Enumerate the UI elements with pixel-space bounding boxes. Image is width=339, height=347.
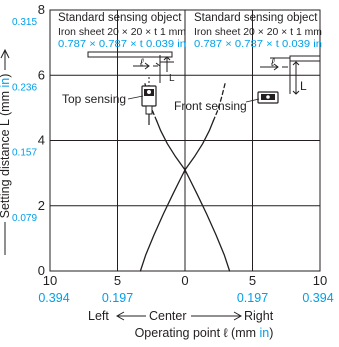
y-tick-label: 2	[38, 198, 45, 213]
y-tick-label: 6	[38, 67, 45, 82]
right-panel-title: Standard sensing object	[194, 12, 318, 24]
grid	[49, 9, 321, 272]
direction-labels: Left Center Right	[88, 309, 274, 323]
y-tick-label-inch: 0.315	[12, 17, 37, 28]
y-axis-title-close: )	[0, 74, 12, 78]
right-panel-line-in: 0.787 × 0.787 × t 0.039 in	[194, 38, 322, 50]
right-l-symbol: ℓ	[270, 57, 275, 69]
x-tick-label-inch: 0.197	[237, 291, 268, 305]
x-tick-label: 10	[43, 273, 57, 288]
x-tick-label: 5	[249, 273, 256, 288]
x-axis-title-close: )	[269, 326, 273, 340]
left-object-sketch	[87, 51, 174, 83]
top-sensing-label: Top sensing	[62, 92, 126, 106]
series-line	[184, 169, 231, 272]
x-axis-title-main: Operating point ℓ (mm	[135, 326, 260, 340]
curves	[139, 81, 231, 272]
x-tick-label-inch: 0.197	[102, 291, 133, 305]
series-line	[156, 120, 186, 171]
y-axis-title-main: Setting distance L (mm	[0, 88, 12, 219]
annotation-top-sensing: Standard sensing object Iron sheet 20 × …	[58, 12, 186, 125]
x-tick-label: 10	[313, 273, 327, 288]
series-line	[139, 169, 186, 272]
x-tick-label-inch: 0.394	[302, 291, 333, 305]
x-tick-label: 5	[114, 273, 121, 288]
top-sensor-icon	[141, 77, 157, 125]
y-axis-title: Setting distance L (mm in)	[0, 48, 12, 255]
series-line	[184, 120, 214, 171]
y-tick-label-inch: 0.157	[12, 148, 37, 159]
x-axis-title: Operating point ℓ (mm in)	[135, 326, 274, 340]
y-tick-label-inch: 0.236	[12, 82, 37, 93]
y-tick-label: 4	[38, 133, 45, 148]
front-sensor-icon	[257, 91, 279, 104]
y-tick-label: 0	[38, 263, 45, 278]
series-line	[212, 81, 227, 122]
direction-left: Left	[88, 309, 109, 323]
left-l-symbol: ℓ	[139, 57, 144, 69]
tick-labels: 0 20.079 40.157 60.236 80.315 10 0.394 5 0.197 0 5…	[12, 2, 334, 305]
direction-center: Center	[149, 309, 187, 323]
right-object-sketch	[260, 55, 321, 95]
right-L-symbol: L	[300, 79, 307, 93]
front-sensing-label: Front sensing	[174, 99, 247, 113]
x-tick-label: 0	[181, 273, 188, 288]
y-tick-label-inch: 0.079	[12, 213, 37, 224]
y-tick-label: 8	[38, 2, 45, 17]
left-panel-title: Standard sensing object	[58, 12, 182, 24]
top-sensing-leader	[127, 95, 144, 100]
annotation-front-sensing: Standard sensing object Iron sheet 20 × …	[174, 12, 322, 113]
x-tick-label-inch: 0.394	[38, 291, 69, 305]
front-sensing-leader	[245, 98, 260, 103]
right-panel-line-mm: Iron sheet 20 × 20 × t 1 mm	[194, 26, 322, 38]
x-axis-title-unit: in	[260, 326, 270, 340]
left-panel-line-in: 0.787 × 0.787 × t 0.039 in	[58, 38, 186, 50]
direction-right: Right	[244, 309, 274, 323]
left-L-symbol: L	[169, 73, 175, 84]
y-axis-title-unit: in	[0, 78, 12, 88]
left-panel-line-mm: Iron sheet 20 × 20 × t 1 mm	[58, 26, 186, 38]
svg-text:Setting distance L (mm in): Setting distance L (mm in)	[0, 74, 12, 219]
